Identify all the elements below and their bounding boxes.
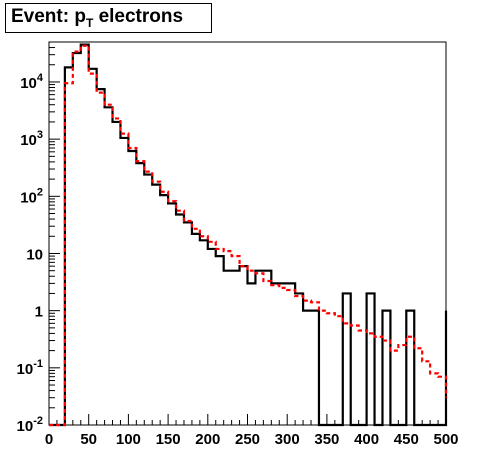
x-tick-label: 150 xyxy=(156,431,181,448)
x-tick-label: 450 xyxy=(394,431,419,448)
y-tick-label: 104 xyxy=(20,72,44,92)
series-line xyxy=(49,44,448,427)
histogram-bin xyxy=(287,290,295,425)
histogram-bin xyxy=(382,341,390,425)
histogram-bin xyxy=(216,249,224,425)
histogram-bin xyxy=(144,172,152,425)
histogram-bin xyxy=(184,221,192,425)
y-tick-label: 1 xyxy=(35,304,43,321)
histogram-bin xyxy=(73,52,81,425)
histogram-bin xyxy=(398,345,406,425)
histogram-bin xyxy=(113,118,121,425)
histogram-bin xyxy=(430,373,438,425)
histogram-bin xyxy=(343,323,351,425)
histogram-bin xyxy=(295,296,303,425)
histogram-bin xyxy=(81,46,89,425)
histogram-bin xyxy=(319,311,327,425)
x-tick-label: 50 xyxy=(80,431,97,448)
chart-title-subscript: T xyxy=(85,16,94,30)
chart-title-prefix: Event: p xyxy=(11,6,86,27)
histogram-bin xyxy=(65,83,73,425)
y-tick-label: 10-1 xyxy=(17,358,43,378)
x-tick-label: 400 xyxy=(354,431,379,448)
x-tick-label: 350 xyxy=(314,431,339,448)
histogram-bin xyxy=(232,256,240,425)
histogram-bin xyxy=(335,316,343,425)
histogram-bin xyxy=(160,192,168,425)
histogram-bin xyxy=(438,377,446,425)
histogram-bin xyxy=(271,285,279,425)
y-tick-label: 103 xyxy=(20,129,43,149)
histogram-bin xyxy=(359,330,367,425)
x-tick-label: 300 xyxy=(275,431,300,448)
histogram-bin xyxy=(120,134,128,425)
histogram-bin xyxy=(176,211,184,425)
histogram-bin xyxy=(200,236,208,425)
chart-title: Event: pT electrons xyxy=(5,3,212,33)
histogram-bin xyxy=(152,182,160,425)
histogram-bin xyxy=(255,273,263,425)
y-axis: 10-2 10-1 1 10 102 103 104 xyxy=(17,47,60,435)
histogram-bin xyxy=(327,313,335,425)
series-dashed xyxy=(49,44,448,427)
histogram-bin xyxy=(375,337,383,425)
x-tick-label: 250 xyxy=(235,431,260,448)
x-axis: 0 50 100 150 200 250 300 350 400 450 500 xyxy=(45,414,459,448)
histogram-bin xyxy=(192,229,200,425)
histogram-bin xyxy=(390,351,398,425)
histogram-bin xyxy=(367,333,375,425)
histogram-bin xyxy=(89,74,97,425)
x-tick-label: 100 xyxy=(116,431,141,448)
histogram-bin xyxy=(351,325,359,425)
histogram-bin xyxy=(97,93,105,425)
x-tick-label: 500 xyxy=(433,431,458,448)
chart-title-suffix: electrons xyxy=(93,6,184,27)
histogram-bin xyxy=(311,302,319,425)
histogram-bin xyxy=(168,201,176,425)
y-tick-label: 10 xyxy=(26,246,43,263)
histogram-bin xyxy=(279,288,287,425)
y-tick-label: 10-2 xyxy=(17,415,43,435)
histogram-bin xyxy=(224,251,232,425)
histogram-bin xyxy=(303,301,311,425)
histogram-bin xyxy=(105,105,113,425)
histogram-bin xyxy=(414,348,422,425)
histogram-bin xyxy=(406,337,414,425)
histogram-bin xyxy=(248,271,256,425)
x-tick-label: 0 xyxy=(45,431,53,448)
histogram-bin xyxy=(422,361,430,425)
x-tick-label: 200 xyxy=(195,431,220,448)
y-tick-label: 102 xyxy=(20,186,43,206)
series-layer xyxy=(49,43,448,427)
histogram-bin xyxy=(240,266,248,425)
histogram-bin xyxy=(128,148,136,425)
histogram-bin xyxy=(263,281,271,425)
histogram-bin xyxy=(208,242,216,425)
histogram-bin xyxy=(136,161,144,425)
